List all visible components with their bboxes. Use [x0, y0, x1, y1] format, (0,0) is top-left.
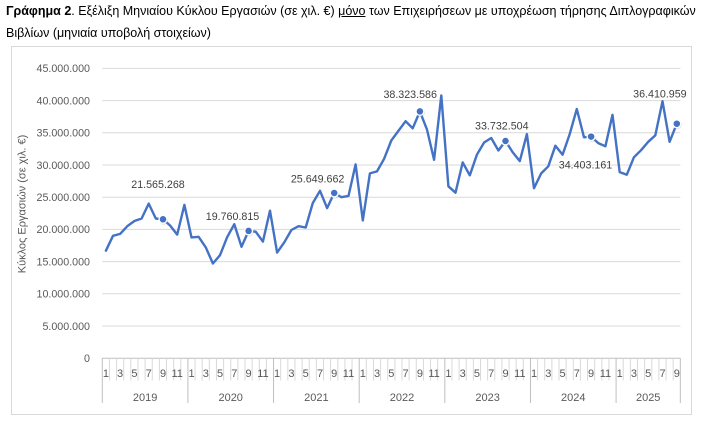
svg-text:2024: 2024: [561, 392, 585, 404]
svg-text:7: 7: [403, 368, 409, 380]
svg-text:9: 9: [246, 368, 252, 380]
svg-text:7: 7: [231, 368, 237, 380]
svg-text:5: 5: [388, 368, 394, 380]
svg-text:5.000.000: 5.000.000: [42, 321, 90, 333]
svg-text:11: 11: [343, 368, 354, 380]
svg-text:30.000.000: 30.000.000: [37, 160, 91, 172]
svg-text:1: 1: [188, 368, 194, 380]
svg-text:9: 9: [502, 368, 508, 380]
svg-text:7: 7: [659, 368, 665, 380]
svg-text:5: 5: [217, 368, 223, 380]
svg-text:3: 3: [117, 368, 123, 380]
svg-text:3: 3: [288, 368, 294, 380]
svg-text:45.000.000: 45.000.000: [37, 63, 91, 75]
svg-text:11: 11: [257, 368, 268, 380]
svg-text:25.000.000: 25.000.000: [37, 192, 91, 204]
svg-text:7: 7: [317, 368, 323, 380]
svg-text:19.760.815: 19.760.815: [206, 211, 260, 223]
svg-text:7: 7: [574, 368, 580, 380]
svg-text:11: 11: [600, 368, 611, 380]
svg-text:1: 1: [103, 368, 109, 380]
svg-text:40.000.000: 40.000.000: [37, 95, 91, 107]
svg-text:11: 11: [514, 368, 525, 380]
svg-text:2023: 2023: [475, 392, 499, 404]
svg-text:2019: 2019: [133, 392, 157, 404]
svg-text:5: 5: [560, 368, 566, 380]
svg-text:2022: 2022: [390, 392, 414, 404]
svg-text:3: 3: [203, 368, 209, 380]
svg-text:9: 9: [674, 368, 680, 380]
svg-text:38.323.586: 38.323.586: [383, 89, 437, 101]
svg-text:15.000.000: 15.000.000: [37, 256, 91, 268]
svg-text:11: 11: [171, 368, 182, 380]
svg-text:10.000.000: 10.000.000: [37, 289, 91, 301]
svg-text:5: 5: [474, 368, 480, 380]
svg-text:9: 9: [417, 368, 423, 380]
svg-text:36.410.959: 36.410.959: [633, 89, 687, 101]
svg-text:5: 5: [303, 368, 309, 380]
svg-text:5: 5: [131, 368, 137, 380]
svg-text:9: 9: [331, 368, 337, 380]
svg-text:3: 3: [631, 368, 637, 380]
svg-text:Κύκλος Εργασιών (σε χιλ. €): Κύκλος Εργασιών (σε χιλ. €): [17, 135, 29, 274]
svg-text:1: 1: [445, 368, 451, 380]
svg-text:3: 3: [460, 368, 466, 380]
svg-text:21.565.268: 21.565.268: [131, 179, 185, 191]
svg-text:3: 3: [374, 368, 380, 380]
svg-text:35.000.000: 35.000.000: [37, 128, 91, 140]
svg-text:25.649.662: 25.649.662: [291, 173, 345, 185]
svg-text:11: 11: [428, 368, 439, 380]
svg-text:2025: 2025: [636, 392, 660, 404]
svg-text:9: 9: [588, 368, 594, 380]
svg-text:0: 0: [84, 353, 90, 365]
svg-text:5: 5: [645, 368, 651, 380]
svg-text:20.000.000: 20.000.000: [37, 224, 91, 236]
svg-text:2020: 2020: [218, 392, 242, 404]
svg-text:34.403.161: 34.403.161: [559, 159, 613, 171]
svg-text:3: 3: [545, 368, 551, 380]
svg-text:2021: 2021: [304, 392, 328, 404]
svg-text:1: 1: [274, 368, 280, 380]
svg-text:9: 9: [160, 368, 166, 380]
svg-text:7: 7: [488, 368, 494, 380]
svg-text:1: 1: [531, 368, 537, 380]
svg-text:33.732.504: 33.732.504: [475, 121, 529, 133]
svg-text:1: 1: [617, 368, 623, 380]
svg-text:1: 1: [360, 368, 366, 380]
svg-text:7: 7: [146, 368, 152, 380]
